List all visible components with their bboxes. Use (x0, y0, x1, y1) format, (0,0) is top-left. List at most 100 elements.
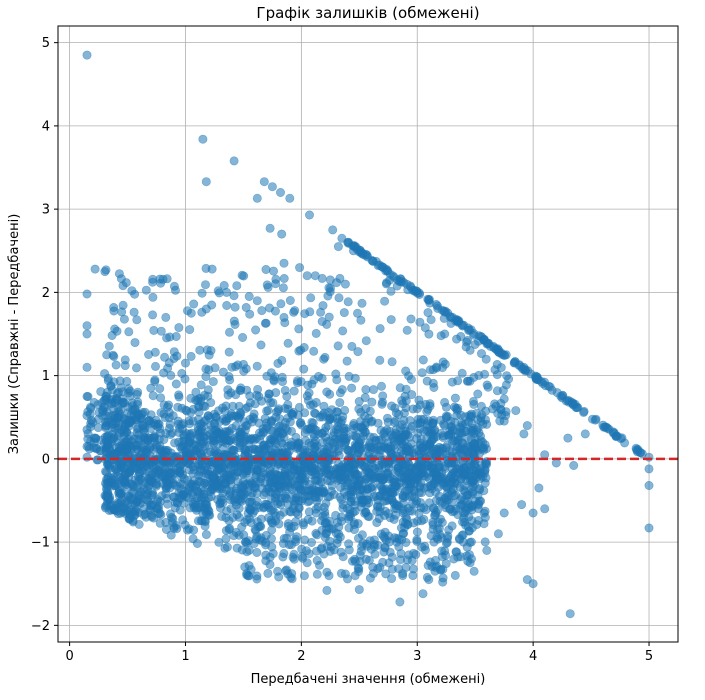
data-point (174, 437, 184, 447)
data-point (116, 274, 126, 284)
data-point (283, 468, 293, 478)
data-point (468, 396, 478, 406)
data-point (158, 478, 168, 488)
data-point (501, 380, 511, 390)
data-point (283, 338, 293, 348)
data-point (303, 514, 313, 524)
data-point (302, 271, 312, 281)
data-point (438, 577, 448, 587)
data-point (106, 473, 116, 483)
data-point (104, 341, 114, 351)
data-point (141, 468, 151, 478)
data-point (132, 444, 142, 454)
data-point (361, 443, 371, 453)
data-point (414, 395, 424, 405)
data-point (340, 279, 350, 289)
data-point (448, 425, 458, 435)
data-point (173, 416, 183, 426)
data-point (366, 417, 376, 427)
data-point (311, 445, 321, 455)
data-point (102, 350, 112, 360)
data-point (82, 411, 92, 421)
data-point (386, 286, 396, 296)
data-point (563, 433, 573, 443)
data-point (279, 548, 289, 558)
data-point (132, 389, 142, 399)
data-point (362, 539, 372, 549)
data-point (184, 484, 194, 494)
data-point (473, 389, 483, 399)
data-point (401, 467, 411, 477)
data-point (132, 363, 142, 373)
data-point (441, 538, 451, 548)
data-point (483, 339, 493, 349)
data-point (242, 463, 252, 473)
data-point (341, 434, 351, 444)
data-point (279, 258, 289, 268)
data-point (644, 480, 654, 490)
data-point (480, 537, 490, 547)
data-point (322, 585, 332, 595)
data-point (464, 470, 474, 480)
data-point (261, 264, 271, 274)
data-point (258, 427, 268, 437)
data-point (389, 440, 399, 450)
data-point (317, 543, 327, 553)
data-point (339, 487, 349, 497)
x-tick: 4 (529, 642, 537, 664)
data-point (462, 335, 472, 345)
data-point (198, 401, 208, 411)
data-point (263, 568, 273, 578)
data-point (120, 471, 130, 481)
data-point (244, 561, 254, 571)
data-point (296, 472, 306, 482)
data-point (281, 475, 291, 485)
data-point (378, 557, 388, 567)
data-point (299, 364, 309, 374)
data-point (256, 340, 266, 350)
data-point (295, 263, 305, 273)
data-point (149, 433, 159, 443)
data-point (348, 246, 358, 256)
data-point (238, 332, 248, 342)
data-point (241, 364, 251, 374)
data-point (466, 447, 476, 457)
data-point (163, 363, 173, 373)
data-point (380, 296, 390, 306)
data-point (437, 363, 447, 373)
data-point (368, 385, 378, 395)
data-point (328, 225, 338, 235)
data-point (323, 465, 333, 475)
data-point (465, 537, 475, 547)
data-point (276, 483, 286, 493)
data-point (134, 435, 144, 445)
data-point (319, 444, 329, 454)
data-point (304, 388, 314, 398)
data-point (476, 401, 486, 411)
data-point (297, 551, 307, 561)
data-point (230, 319, 240, 329)
data-point (129, 488, 139, 498)
data-point (119, 503, 129, 513)
data-point (502, 371, 512, 381)
data-point (160, 352, 170, 362)
data-point (304, 210, 314, 220)
x-tick-label: 0 (65, 649, 73, 664)
data-point (457, 438, 467, 448)
data-point (467, 516, 477, 526)
data-point (324, 283, 334, 293)
x-tick: 0 (65, 642, 74, 664)
data-point (357, 248, 367, 258)
data-point (244, 504, 254, 514)
data-point (436, 331, 446, 341)
y-tick: 1 (42, 369, 58, 384)
data-point (450, 393, 460, 403)
data-point (285, 193, 295, 203)
data-point (371, 471, 381, 481)
data-point (425, 365, 435, 375)
data-point (192, 538, 202, 548)
data-point (172, 351, 182, 361)
data-point (97, 411, 107, 421)
data-point (85, 402, 95, 412)
data-point (430, 467, 440, 477)
